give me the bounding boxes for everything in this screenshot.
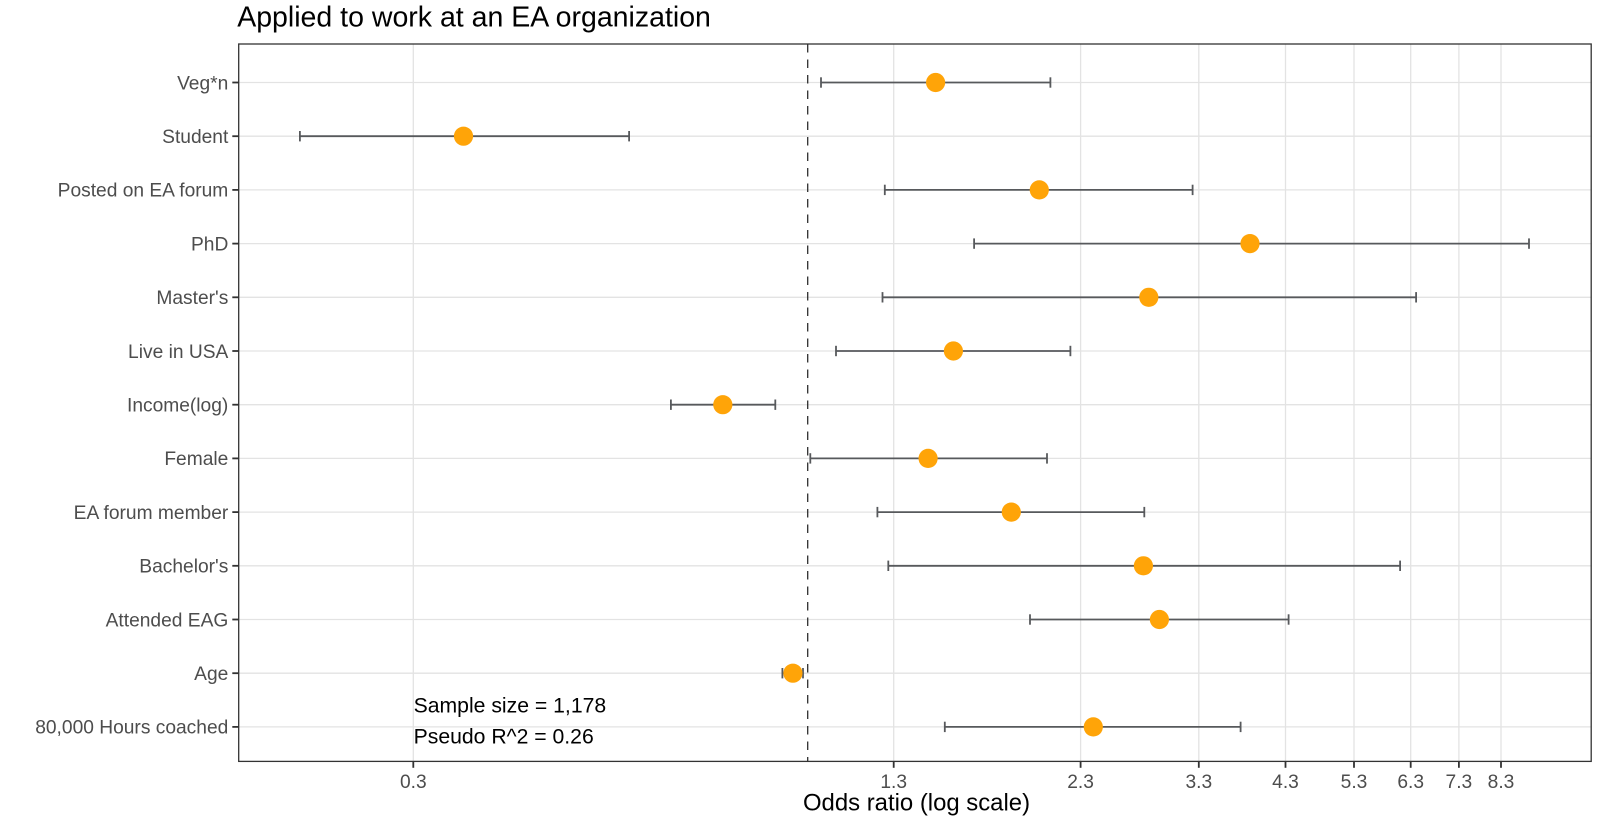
svg-text:1.3: 1.3	[880, 772, 907, 793]
svg-text:Odds ratio (log scale): Odds ratio (log scale)	[803, 790, 1030, 817]
svg-text:Attended EAG: Attended EAG	[106, 610, 229, 631]
svg-text:EA forum member: EA forum member	[74, 503, 229, 524]
svg-text:Income(log): Income(log)	[127, 396, 228, 417]
svg-text:Age: Age	[194, 664, 228, 685]
svg-text:Pseudo R^2 = 0.26: Pseudo R^2 = 0.26	[414, 726, 594, 749]
svg-text:PhD: PhD	[191, 234, 228, 255]
svg-text:80,000 Hours coached: 80,000 Hours coached	[35, 718, 228, 739]
svg-text:Applied to work at an EA organ: Applied to work at an EA organization	[237, 2, 711, 34]
svg-text:Veg*n: Veg*n	[177, 73, 228, 94]
svg-text:7.3: 7.3	[1446, 772, 1473, 793]
svg-text:0.3: 0.3	[400, 772, 427, 793]
svg-text:Female: Female	[164, 449, 228, 470]
svg-text:Sample size = 1,178: Sample size = 1,178	[414, 695, 607, 718]
svg-text:Bachelor's: Bachelor's	[139, 557, 228, 578]
svg-text:Master's: Master's	[156, 288, 228, 309]
svg-text:5.3: 5.3	[1341, 772, 1368, 793]
svg-text:Live in USA: Live in USA	[128, 342, 228, 363]
svg-text:4.3: 4.3	[1272, 772, 1299, 793]
svg-text:Posted on EA forum: Posted on EA forum	[58, 181, 229, 202]
svg-text:3.3: 3.3	[1185, 772, 1212, 793]
svg-text:2.3: 2.3	[1067, 772, 1094, 793]
svg-text:6.3: 6.3	[1397, 772, 1424, 793]
svg-text:8.3: 8.3	[1488, 772, 1515, 793]
svg-text:Student: Student	[162, 127, 229, 148]
